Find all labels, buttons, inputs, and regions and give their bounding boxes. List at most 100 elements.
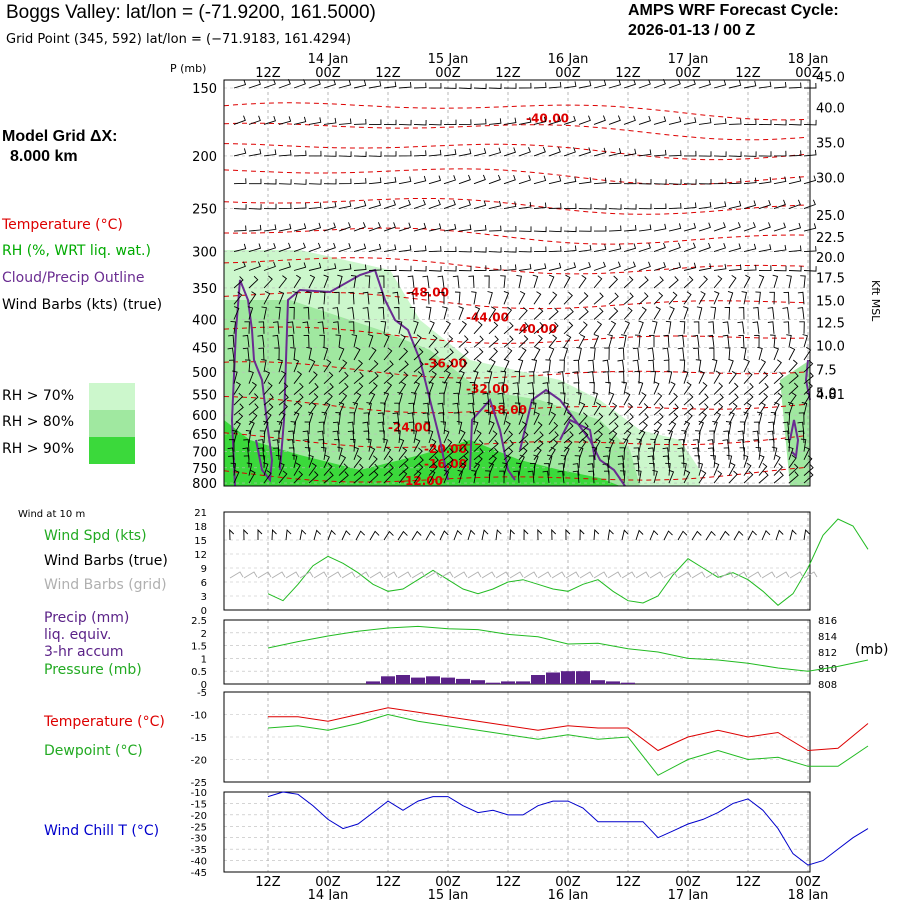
wind-barb bbox=[668, 381, 676, 395]
wind-barb bbox=[413, 334, 422, 348]
wind-barb bbox=[743, 177, 757, 185]
wind-barb bbox=[803, 471, 814, 484]
wind-barb bbox=[263, 224, 277, 232]
wind-barb bbox=[497, 392, 505, 406]
temperature-contour bbox=[223, 198, 805, 215]
wind-barb bbox=[293, 116, 307, 125]
wind-barb bbox=[458, 83, 472, 90]
wind-barb bbox=[429, 82, 442, 89]
height-tick-label: 5.0 bbox=[816, 386, 837, 401]
precip-bar bbox=[486, 682, 500, 684]
wind-barb bbox=[362, 307, 370, 320]
wind-barb bbox=[563, 176, 577, 185]
wind-barb bbox=[453, 412, 460, 425]
legend-rh: RH (%, WRT liq. wat.) bbox=[2, 243, 151, 259]
y-tick-label: 12 bbox=[194, 550, 207, 561]
wind-barb bbox=[248, 393, 259, 406]
wind-barb bbox=[244, 321, 250, 334]
wind-barb bbox=[443, 447, 454, 461]
wind-barb bbox=[683, 393, 694, 406]
wind-barb bbox=[548, 116, 562, 125]
wind-barb bbox=[743, 358, 750, 373]
wind-barb bbox=[773, 199, 786, 210]
wind-barb bbox=[335, 334, 341, 348]
wind-barb bbox=[728, 370, 737, 384]
wind-barb bbox=[788, 463, 799, 476]
wind-barb bbox=[572, 470, 580, 484]
time-tick-label-top: 00Z bbox=[435, 66, 461, 81]
wind-barb bbox=[503, 201, 517, 210]
pressure-tick-label: 812 bbox=[818, 648, 837, 659]
wind-barb bbox=[413, 463, 424, 476]
wind-barb bbox=[383, 151, 397, 157]
wind-barb bbox=[518, 439, 529, 452]
wind-barb bbox=[518, 147, 531, 157]
wind-barb bbox=[368, 222, 381, 232]
wind-barb bbox=[458, 335, 469, 348]
wind-barb bbox=[263, 411, 272, 426]
wind-barb bbox=[542, 470, 550, 484]
temperature-label: Temperature (°C) bbox=[44, 714, 165, 730]
wind-barb bbox=[398, 360, 409, 373]
wind-barb-true bbox=[341, 530, 351, 541]
wind-barb bbox=[368, 151, 382, 157]
wind-barb bbox=[563, 226, 577, 233]
wind-barb bbox=[348, 291, 355, 305]
wind-barb-grid bbox=[733, 571, 748, 579]
wind-barb-grid bbox=[747, 571, 762, 579]
wind-barb bbox=[473, 148, 487, 157]
wind-barb bbox=[398, 438, 405, 452]
wind-barb bbox=[289, 307, 295, 320]
wind-barb bbox=[398, 176, 412, 185]
wind-barb bbox=[668, 262, 682, 271]
wind-barb bbox=[233, 420, 241, 435]
y-tick-label: -25 bbox=[191, 822, 207, 833]
wind-barb bbox=[578, 177, 592, 185]
wind-barb bbox=[380, 320, 387, 334]
wind-barb bbox=[458, 320, 467, 335]
wind-barb bbox=[413, 222, 427, 232]
wind-barb bbox=[547, 401, 553, 416]
wind-barb bbox=[293, 358, 300, 373]
wind-barb bbox=[353, 382, 364, 395]
wind-barb bbox=[383, 371, 394, 385]
wind-barb bbox=[593, 244, 607, 253]
wind-barb bbox=[347, 421, 355, 435]
wind-barb bbox=[353, 359, 363, 373]
wind-barb bbox=[533, 431, 544, 444]
wind-barb bbox=[681, 462, 687, 476]
wind-barb bbox=[428, 438, 437, 452]
wind-barb bbox=[248, 204, 262, 210]
wind-barb bbox=[392, 412, 400, 425]
wind-barb-true bbox=[691, 530, 702, 541]
wind-barb bbox=[413, 381, 421, 395]
wind-barb bbox=[503, 247, 517, 253]
wind-barb bbox=[713, 222, 726, 232]
wind-barb bbox=[530, 402, 537, 416]
wind-barb bbox=[773, 265, 787, 272]
time-tick-label-top: 12Z bbox=[495, 66, 521, 81]
wind-barb bbox=[647, 347, 655, 361]
wind-barb bbox=[548, 226, 562, 233]
wind-barb bbox=[728, 462, 736, 476]
wind-spd-label: Wind Spd (kts) bbox=[44, 528, 147, 544]
wind-barb bbox=[368, 360, 379, 373]
wind-barb bbox=[713, 462, 720, 476]
wind-barb bbox=[293, 470, 304, 484]
wind-barb bbox=[308, 471, 319, 484]
wind-barb bbox=[488, 306, 497, 320]
wind-barb bbox=[261, 359, 267, 373]
wind-barb bbox=[233, 291, 243, 305]
wind-barb bbox=[353, 392, 362, 406]
wind-barb-true bbox=[453, 529, 462, 541]
wind-barb bbox=[563, 334, 572, 348]
wind-barb bbox=[503, 454, 512, 469]
wind-barb bbox=[588, 470, 595, 484]
windchill-label: Wind Chill T (°C) bbox=[44, 823, 160, 839]
wind-barb bbox=[262, 462, 269, 476]
wind-barb bbox=[632, 347, 640, 361]
wind-barb bbox=[668, 179, 682, 185]
precip-panel-frame bbox=[223, 619, 811, 685]
wind-barb bbox=[786, 274, 792, 289]
wind-barb bbox=[772, 274, 779, 289]
